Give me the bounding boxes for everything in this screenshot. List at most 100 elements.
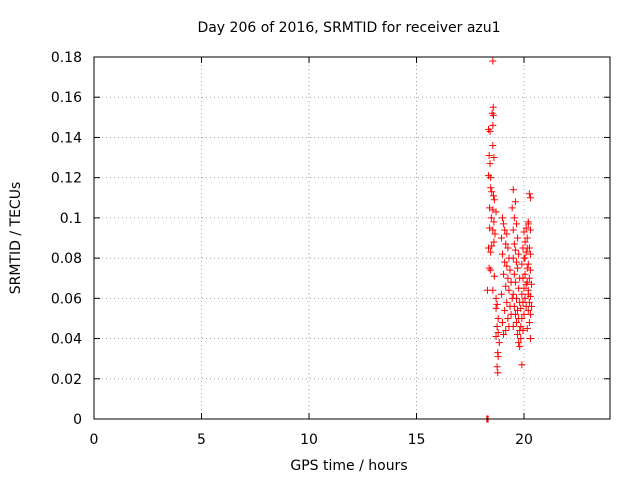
data-point: [486, 127, 494, 135]
data-point: [508, 204, 516, 212]
data-point: [517, 322, 525, 330]
data-point: [489, 111, 497, 119]
data-point: [506, 266, 514, 274]
data-point: [489, 192, 497, 200]
data-point: [523, 325, 531, 332]
data-point: [518, 260, 526, 268]
y-tick-label: 0: [73, 412, 82, 428]
y-tick-label: 0.14: [51, 130, 82, 146]
data-point: [526, 250, 534, 258]
ticks: [93, 56, 610, 420]
data-point: [489, 226, 497, 234]
data-point: [511, 278, 519, 286]
data-point: [514, 234, 522, 242]
data-point: [521, 238, 529, 246]
y-tick-label: 0.06: [51, 291, 82, 307]
data-point: [485, 152, 493, 160]
data-point: [524, 220, 532, 228]
data-point: [509, 290, 517, 298]
data-point: [489, 103, 497, 111]
data-point: [526, 335, 534, 343]
data-point: [503, 230, 511, 238]
data-point: [489, 57, 497, 65]
data-point: [501, 306, 509, 314]
data-point: [487, 266, 495, 274]
plot-frame: [93, 56, 611, 420]
data-point: [492, 208, 500, 216]
y-axis-label: SRMTID / TECUs: [8, 182, 24, 295]
data-point: [487, 174, 495, 182]
data-point: [523, 234, 531, 242]
data-point: [514, 331, 522, 339]
data-point: [491, 230, 499, 238]
data-point: [499, 250, 506, 258]
data-point: [494, 329, 502, 337]
data-point: [511, 198, 519, 206]
data-point: [512, 318, 520, 326]
data-point: [494, 314, 502, 322]
data-point: [520, 284, 528, 292]
data-point: [526, 226, 534, 234]
data-point: [502, 282, 510, 290]
x-tick-label: 15: [408, 432, 426, 448]
chart-title: Day 206 of 2016, SRMTID for receiver azu…: [197, 20, 500, 36]
data-point: [497, 290, 505, 298]
data-point: [500, 331, 508, 339]
data-point: [500, 270, 508, 278]
data-point: [489, 141, 497, 149]
data-point: [492, 304, 500, 312]
data-point: [517, 304, 525, 312]
data-point: [519, 327, 527, 335]
data-point: [510, 214, 518, 222]
data-point: [518, 290, 526, 298]
data-point: [494, 353, 502, 361]
data-point: [490, 218, 498, 226]
data-point: [487, 184, 495, 192]
data-point: [518, 361, 526, 369]
data-point: [524, 260, 532, 268]
data-point: [501, 226, 509, 234]
data-point: [512, 294, 520, 302]
data-point: [502, 240, 510, 248]
data-point: [502, 327, 510, 335]
data-point: [488, 242, 496, 250]
data-point: [528, 280, 536, 288]
x-tick-label: 10: [300, 432, 318, 448]
data-point: [522, 224, 530, 232]
data-point: [517, 335, 525, 343]
data-point: [505, 286, 513, 294]
data-point: [489, 286, 497, 294]
grid: [94, 57, 610, 419]
y-tick-label: 0.08: [51, 251, 82, 267]
y-tick-label: 0.1: [60, 211, 82, 227]
x-tick-label: 5: [197, 432, 206, 448]
data-point: [492, 294, 500, 302]
data-point: [497, 234, 505, 242]
data-point: [525, 298, 533, 306]
data-point: [525, 190, 533, 198]
data-point: [510, 270, 518, 278]
y-tick-label: 0.02: [51, 372, 82, 388]
data-point: [493, 300, 501, 308]
data-point: [494, 369, 502, 377]
data-point: [490, 154, 498, 162]
data-point: [520, 310, 528, 318]
data-point: [520, 228, 528, 236]
data-point: [512, 220, 520, 228]
data-point: [488, 188, 496, 196]
data-point: [512, 258, 520, 266]
data-point: [490, 272, 498, 280]
data-point: [499, 318, 506, 326]
data-point: [503, 298, 511, 306]
data-point: [523, 278, 531, 286]
data-point: [501, 258, 509, 266]
data-point: [519, 274, 527, 282]
y-tick-label: 0.16: [51, 90, 82, 106]
data-point: [487, 248, 495, 256]
data-point: [518, 314, 526, 322]
data-point: [526, 194, 534, 202]
data-point: [523, 244, 531, 252]
data-point: [504, 314, 512, 322]
data-point: [522, 248, 530, 256]
data-point: [504, 274, 512, 282]
